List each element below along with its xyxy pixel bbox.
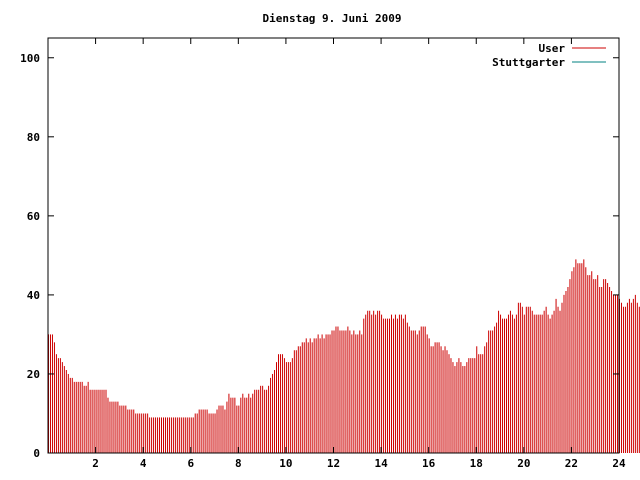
x-tick-label: 6: [187, 457, 194, 470]
x-tick-label: 14: [374, 457, 388, 470]
x-tick-label: 4: [140, 457, 147, 470]
x-tick-label: 12: [327, 457, 340, 470]
x-tick-label: 22: [565, 457, 578, 470]
y-tick-label: 60: [27, 210, 40, 223]
bar-group: [48, 259, 640, 453]
x-tick-label: 24: [612, 457, 626, 470]
y-tick-label: 80: [27, 131, 40, 144]
y-axis-ticks: 0 20 40 60 80 100: [20, 52, 619, 460]
y-tick-label: 40: [27, 289, 40, 302]
y-tick-label: 20: [27, 368, 40, 381]
x-tick-label: 10: [279, 457, 292, 470]
x-tick-label: 8: [235, 457, 242, 470]
x-tick-label: 20: [517, 457, 530, 470]
x-tick-label: 18: [470, 457, 483, 470]
x-axis-ticks: 2 4 6 8 10 12 14 16 18 20 22 24: [92, 38, 626, 470]
y-tick-label: 0: [33, 447, 40, 460]
x-tick-label: 16: [422, 457, 436, 470]
legend-label-user: User: [539, 42, 566, 55]
y-tick-label: 100: [20, 52, 40, 65]
legend-label-stuttgarter: Stuttgarter: [492, 56, 565, 69]
chart-title: Dienstag 9. Juni 2009: [262, 12, 401, 25]
legend: User Stuttgarter: [492, 42, 606, 69]
x-tick-label: 2: [92, 457, 99, 470]
